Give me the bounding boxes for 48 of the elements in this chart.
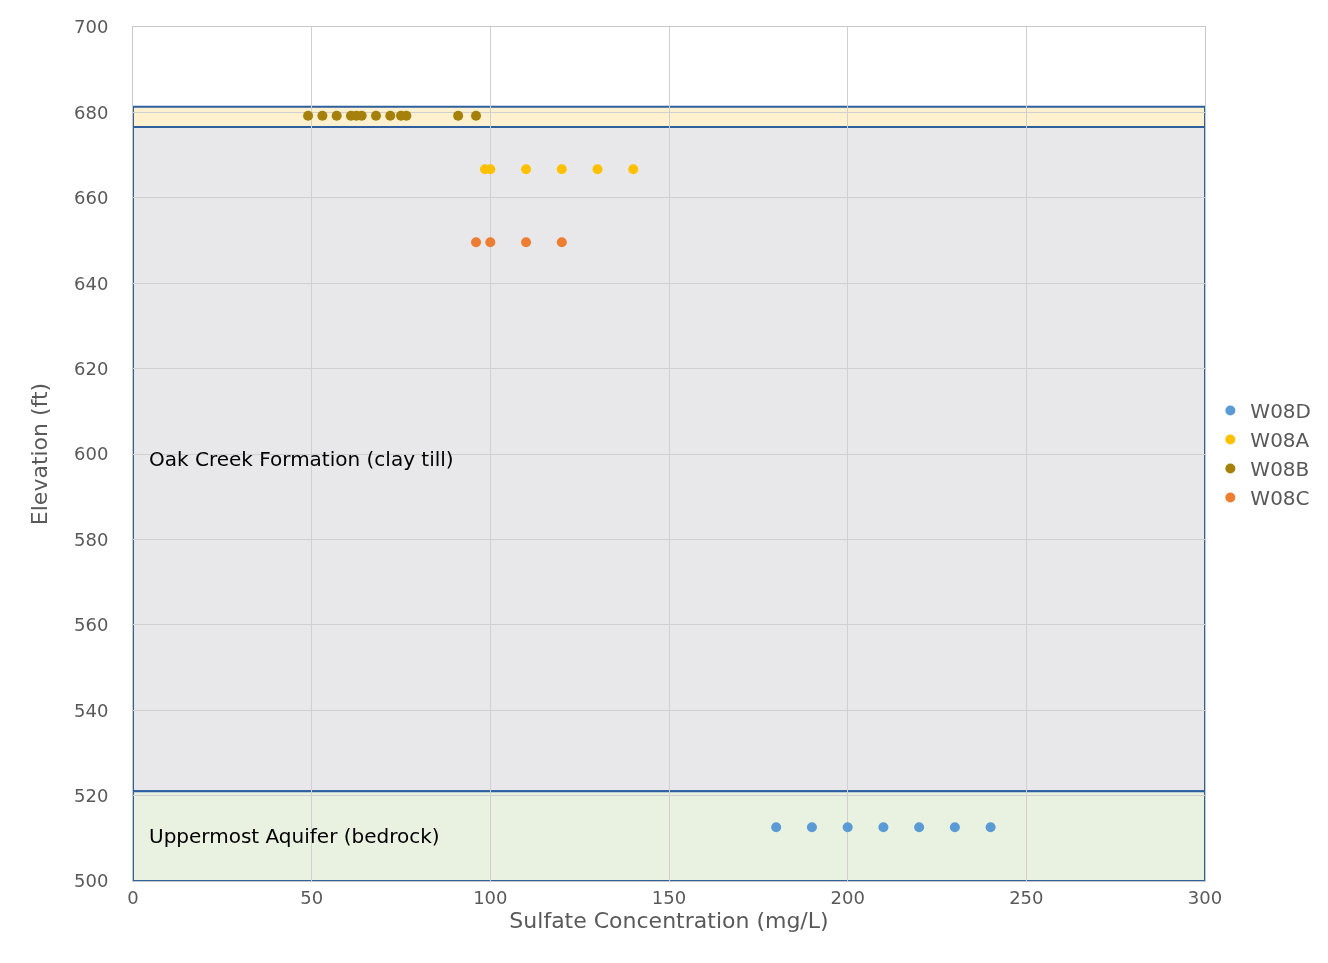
- point: [842, 822, 853, 833]
- x-axis-title: Sulfate Concentration (mg/L): [509, 908, 829, 934]
- point: [914, 822, 925, 833]
- x-tick-label: 100: [473, 886, 508, 908]
- point: [453, 110, 464, 121]
- y-tick-label: 640: [74, 272, 109, 294]
- point: [521, 164, 532, 175]
- point: [806, 822, 817, 833]
- point: [628, 164, 639, 175]
- point: [771, 822, 782, 833]
- y-tick-label: 620: [74, 357, 109, 379]
- point: [485, 237, 496, 248]
- y-axis-title: Elevation (ft): [26, 382, 52, 526]
- point: [471, 110, 482, 121]
- x-tick-label: 0: [127, 886, 139, 908]
- point: [385, 110, 396, 121]
- point: [370, 110, 381, 121]
- point: [949, 822, 960, 833]
- y-tick-label: 540: [74, 699, 109, 721]
- point: [331, 110, 342, 121]
- point: [592, 164, 603, 175]
- y-tick-label: 700: [74, 16, 109, 38]
- point: [303, 110, 314, 121]
- y-tick-label: 580: [74, 528, 109, 550]
- x-tick-label: 300: [1187, 886, 1223, 908]
- legend-label: W08A: [1250, 428, 1310, 453]
- point: [521, 237, 532, 248]
- legend-label: W08C: [1250, 486, 1310, 511]
- y-tick-label: 560: [74, 614, 109, 636]
- band-label: Oak Creek Formation (clay till): [149, 447, 454, 471]
- x-tick-label: 250: [1009, 886, 1044, 908]
- y-tick-label: 520: [74, 784, 109, 806]
- legend-label: W08B: [1250, 457, 1310, 482]
- point: [556, 164, 567, 175]
- point: [878, 822, 889, 833]
- band-label: Uppermost Aquifer (bedrock): [149, 824, 440, 848]
- y-tick-label: 660: [74, 187, 109, 209]
- point: [985, 822, 996, 833]
- y-tick-label: 600: [74, 443, 109, 465]
- x-tick-label: 200: [830, 886, 865, 908]
- legend-label: W08D: [1250, 399, 1311, 424]
- x-tick-label: 150: [651, 886, 687, 908]
- x-tick-label: 50: [300, 886, 324, 908]
- y-tick-label: 500: [74, 870, 109, 892]
- point: [471, 237, 482, 248]
- y-tick-label: 680: [74, 101, 109, 123]
- point: [317, 110, 328, 121]
- point: [556, 237, 567, 248]
